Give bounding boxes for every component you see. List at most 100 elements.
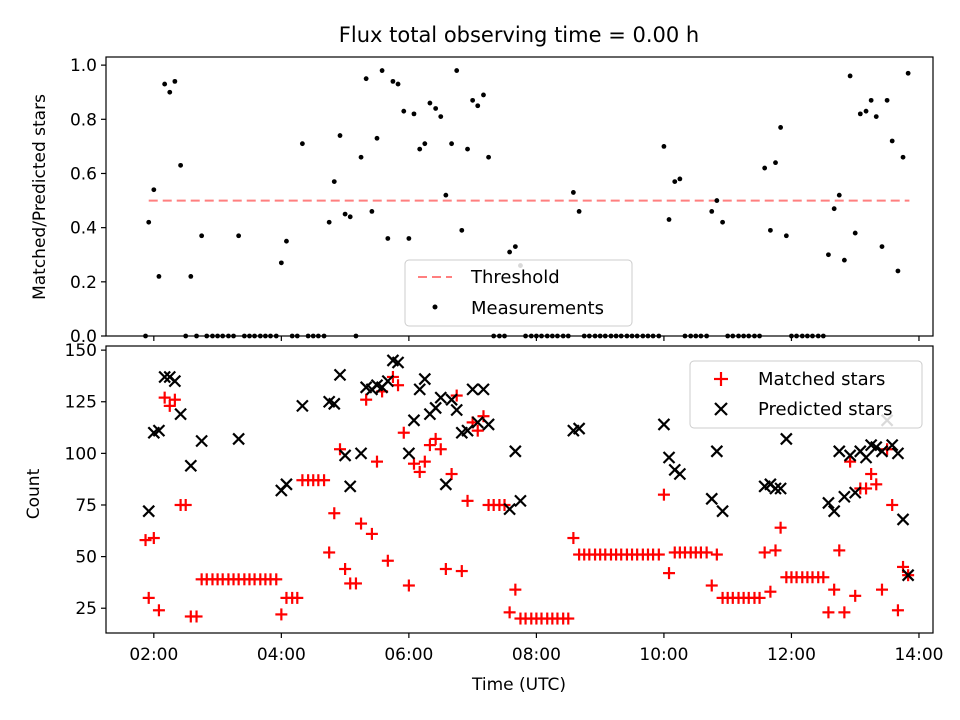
measurement-point bbox=[768, 227, 773, 233]
predicted-star-point bbox=[152, 424, 166, 437]
predicted-star-point bbox=[482, 418, 495, 431]
matched-star-point bbox=[774, 521, 787, 534]
matched-star-point bbox=[275, 608, 288, 621]
predicted-star-point bbox=[391, 356, 405, 369]
ratio-legend-frame bbox=[404, 259, 633, 327]
measurement-point bbox=[347, 214, 353, 220]
predicted-star-point bbox=[896, 513, 910, 526]
matched-star-point bbox=[860, 482, 873, 495]
predicted-star-point bbox=[429, 401, 442, 415]
measurement-point bbox=[879, 244, 885, 250]
measurement-point bbox=[151, 187, 157, 193]
predicted-star-point bbox=[142, 504, 155, 518]
ratio-panel: 0.0 0.2 0.4 0.6 0.8 1.0 Matched/Predicted sta… bbox=[30, 56, 934, 347]
matched-star-point bbox=[158, 391, 171, 404]
predicted-star-point bbox=[885, 438, 899, 452]
matched-star-point bbox=[429, 432, 442, 445]
predicted-star-point bbox=[710, 445, 724, 458]
measurement-point bbox=[369, 208, 375, 214]
matched-star-point bbox=[291, 591, 304, 604]
matched-star-point bbox=[891, 604, 904, 617]
matched-star-point bbox=[370, 455, 383, 468]
measurement-point bbox=[395, 81, 401, 87]
predicted-star-point bbox=[232, 432, 245, 446]
measurement-point bbox=[773, 160, 778, 166]
matched-star-point bbox=[870, 478, 883, 491]
measurement-point bbox=[236, 233, 242, 239]
time-x-tick-label: 06:00 bbox=[384, 645, 433, 665]
ratio-y-tick-label: 1.0 bbox=[70, 56, 97, 76]
matched-star-point bbox=[142, 591, 155, 604]
matched-star-point bbox=[764, 585, 777, 598]
ratio-y-tick-label: 0.8 bbox=[70, 110, 97, 130]
count-legend-frame bbox=[689, 360, 923, 429]
measurement-point bbox=[512, 244, 518, 250]
predicted-star-point bbox=[184, 459, 198, 473]
predicted-star-point bbox=[168, 374, 182, 388]
predicted-star-point bbox=[354, 447, 368, 460]
matched-star-point bbox=[567, 532, 580, 545]
measurement-point bbox=[385, 236, 391, 241]
matched-star-point bbox=[503, 606, 516, 619]
matched-star-point bbox=[461, 494, 474, 507]
measurement-point bbox=[188, 274, 194, 279]
predicted-star-point bbox=[780, 432, 793, 446]
ratio-legend[interactable]: Threshold Measurements bbox=[404, 259, 633, 327]
predicted-star-point bbox=[716, 504, 729, 518]
predicted-star-point bbox=[333, 368, 347, 382]
matched-star-point bbox=[705, 579, 718, 592]
matched-star-point bbox=[838, 606, 851, 619]
predicted-star-point bbox=[338, 449, 352, 462]
predicted-star-point bbox=[327, 397, 341, 411]
legend-predicted-swatch bbox=[714, 402, 728, 416]
measurement-point bbox=[889, 138, 895, 144]
measurement-point bbox=[178, 162, 184, 168]
measurement-point bbox=[411, 111, 417, 117]
matched-star-point bbox=[152, 604, 165, 617]
legend-matched-label: Matched stars bbox=[758, 369, 885, 390]
matched-star-point bbox=[381, 554, 394, 567]
measurement-point bbox=[714, 198, 720, 203]
time-x-tick-label: 14:00 bbox=[894, 645, 943, 665]
measurement-point bbox=[172, 78, 178, 84]
time-x-axis: 02:00 04:00 06:00 08:00 10:00 12:00 14:00 bbox=[129, 633, 943, 665]
legend-measurements-label: Measurements bbox=[471, 298, 604, 319]
predicted-star-point bbox=[471, 416, 485, 429]
matched-star-point bbox=[849, 589, 862, 602]
measurement-point bbox=[857, 111, 863, 117]
matched-star-point bbox=[190, 610, 203, 623]
measurement-point bbox=[570, 190, 576, 195]
measurement-point bbox=[422, 141, 428, 147]
measurement-point bbox=[841, 257, 847, 263]
predicted-star-point bbox=[296, 399, 309, 413]
predicted-star-point bbox=[280, 478, 293, 491]
measurement-point bbox=[672, 179, 678, 185]
predicted-star-point bbox=[434, 391, 448, 404]
measurement-point bbox=[337, 133, 343, 138]
predicted-star-point bbox=[509, 445, 522, 458]
matched-star-point bbox=[455, 565, 468, 578]
measurement-point bbox=[709, 208, 715, 214]
measurement-point bbox=[156, 274, 162, 279]
legend-measurements-swatch bbox=[432, 304, 438, 310]
predicted-star-point bbox=[174, 407, 187, 421]
measurement-point bbox=[438, 114, 444, 119]
matched-star-point bbox=[471, 424, 484, 437]
predicted-star-point bbox=[827, 504, 841, 518]
predicted-star-point bbox=[402, 447, 416, 460]
legend-matched-swatch bbox=[714, 372, 728, 386]
measurement-point bbox=[895, 268, 901, 274]
measurement-point bbox=[863, 108, 869, 114]
predicted-star-point bbox=[195, 434, 208, 448]
predicted-star-point bbox=[439, 478, 453, 491]
count-legend[interactable]: Matched stars Predicted stars bbox=[689, 360, 923, 429]
measurement-point bbox=[199, 233, 205, 239]
matched-star-point bbox=[822, 606, 835, 619]
ratio-y-tick-label: 0.6 bbox=[70, 164, 97, 184]
measurement-point bbox=[379, 68, 385, 73]
measurement-point bbox=[363, 76, 369, 82]
measurement-point bbox=[778, 125, 784, 130]
matched-star-point bbox=[562, 612, 575, 625]
matched-star-point bbox=[349, 577, 362, 590]
